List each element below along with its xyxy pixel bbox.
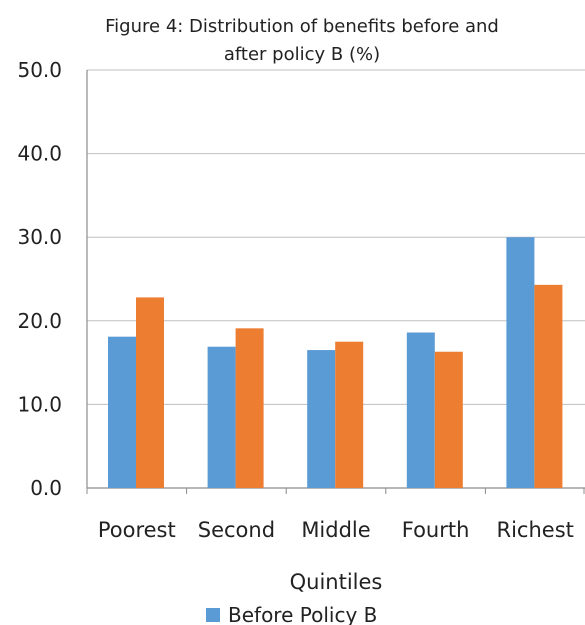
legend-swatch-before-policy-b <box>206 608 220 622</box>
bar-series-2-middle <box>335 341 364 488</box>
chart-title-line-2: after policy B (%) <box>224 44 380 65</box>
bar-series-1-fourth <box>406 332 435 488</box>
bar-series-1-richest <box>506 237 535 488</box>
bar-series-1-middle <box>307 350 336 488</box>
y-tick-label: 50.0 <box>17 58 62 82</box>
bar-series-2-poorest <box>136 297 164 488</box>
x-tick-label: Middle <box>301 518 370 542</box>
x-tick-label: Richest <box>497 518 574 542</box>
bar-series-1-poorest <box>108 336 136 488</box>
bar-series-1-second <box>207 346 236 488</box>
chart-title-group: Figure 4: Distribution of benefits befor… <box>105 16 499 65</box>
bar-series-2-fourth <box>434 351 463 488</box>
x-axis-title: Quintiles <box>290 570 383 594</box>
chart-title-line-1: Figure 4: Distribution of benefits befor… <box>105 16 499 37</box>
grid-lines <box>87 69 585 405</box>
x-tick-label: Fourth <box>402 518 470 542</box>
y-tick-label: 0.0 <box>30 476 62 500</box>
x-tick-label: Poorest <box>98 518 176 542</box>
legend-label-before-policy-b: Before Policy B <box>228 603 377 625</box>
bar-series-2-second <box>235 328 264 488</box>
y-tick-label: 30.0 <box>17 225 62 249</box>
bar-series-2-richest <box>534 284 563 488</box>
bars <box>108 237 563 488</box>
x-tick-label: Second <box>198 518 275 542</box>
tick-labels: 0.0 10.0 20.0 30.0 40.0 50.0 Poorest Second Midd… <box>17 58 573 594</box>
y-tick-label: 40.0 <box>17 142 62 166</box>
y-tick-label: 10.0 <box>17 392 62 416</box>
y-tick-label: 20.0 <box>17 309 62 333</box>
legend: Before Policy B <box>206 603 377 625</box>
